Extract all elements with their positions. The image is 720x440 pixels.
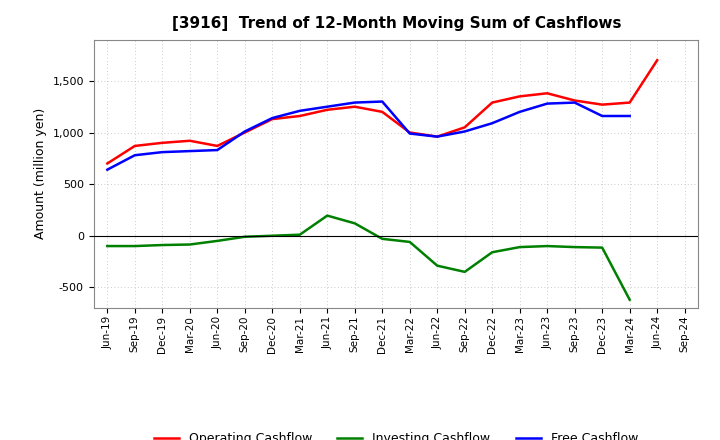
- Operating Cashflow: [626, 100, 634, 105]
- Free Cashflow: [460, 129, 469, 134]
- Free Cashflow: [598, 114, 606, 119]
- Investing Cashflow: [268, 233, 276, 238]
- Investing Cashflow: [488, 249, 497, 255]
- Investing Cashflow: [186, 242, 194, 247]
- Free Cashflow: [570, 100, 579, 105]
- Operating Cashflow: [268, 117, 276, 122]
- Investing Cashflow: [323, 213, 332, 218]
- Operating Cashflow: [460, 125, 469, 130]
- Operating Cashflow: [186, 138, 194, 143]
- Operating Cashflow: [378, 109, 387, 114]
- Operating Cashflow: [158, 140, 166, 146]
- Free Cashflow: [130, 153, 139, 158]
- Free Cashflow: [158, 150, 166, 155]
- Investing Cashflow: [570, 245, 579, 250]
- Investing Cashflow: [405, 239, 414, 245]
- Investing Cashflow: [130, 243, 139, 249]
- Free Cashflow: [295, 108, 304, 114]
- Operating Cashflow: [103, 161, 112, 166]
- Operating Cashflow: [130, 143, 139, 149]
- Investing Cashflow: [351, 221, 359, 226]
- Investing Cashflow: [598, 245, 606, 250]
- Operating Cashflow: [653, 58, 662, 63]
- Investing Cashflow: [158, 242, 166, 248]
- Investing Cashflow: [240, 234, 249, 239]
- Investing Cashflow: [543, 243, 552, 249]
- Free Cashflow: [378, 99, 387, 104]
- Operating Cashflow: [433, 134, 441, 139]
- Operating Cashflow: [488, 100, 497, 105]
- Free Cashflow: [516, 109, 524, 114]
- Investing Cashflow: [213, 238, 222, 244]
- Free Cashflow: [103, 167, 112, 172]
- Operating Cashflow: [516, 94, 524, 99]
- Operating Cashflow: [323, 107, 332, 113]
- Operating Cashflow: [213, 143, 222, 149]
- Operating Cashflow: [295, 114, 304, 119]
- Free Cashflow: [213, 147, 222, 153]
- Investing Cashflow: [433, 263, 441, 268]
- Y-axis label: Amount (million yen): Amount (million yen): [34, 108, 47, 239]
- Free Cashflow: [543, 101, 552, 106]
- Operating Cashflow: [543, 91, 552, 96]
- Investing Cashflow: [378, 236, 387, 242]
- Free Cashflow: [268, 115, 276, 121]
- Line: Operating Cashflow: Operating Cashflow: [107, 60, 657, 164]
- Investing Cashflow: [460, 269, 469, 275]
- Operating Cashflow: [405, 130, 414, 135]
- Line: Free Cashflow: Free Cashflow: [107, 102, 630, 170]
- Free Cashflow: [626, 114, 634, 119]
- Free Cashflow: [240, 129, 249, 134]
- Investing Cashflow: [295, 232, 304, 237]
- Line: Investing Cashflow: Investing Cashflow: [107, 216, 630, 300]
- Operating Cashflow: [570, 98, 579, 103]
- Free Cashflow: [323, 104, 332, 109]
- Free Cashflow: [488, 121, 497, 126]
- Investing Cashflow: [516, 245, 524, 250]
- Free Cashflow: [405, 131, 414, 136]
- Investing Cashflow: [103, 243, 112, 249]
- Text: [3916]  Trend of 12-Month Moving Sum of Cashflows: [3916] Trend of 12-Month Moving Sum of C…: [172, 16, 622, 32]
- Legend: Operating Cashflow, Investing Cashflow, Free Cashflow: Operating Cashflow, Investing Cashflow, …: [149, 427, 643, 440]
- Operating Cashflow: [240, 130, 249, 135]
- Free Cashflow: [186, 148, 194, 154]
- Free Cashflow: [433, 134, 441, 139]
- Operating Cashflow: [598, 102, 606, 107]
- Operating Cashflow: [351, 104, 359, 109]
- Investing Cashflow: [626, 297, 634, 302]
- Free Cashflow: [351, 100, 359, 105]
